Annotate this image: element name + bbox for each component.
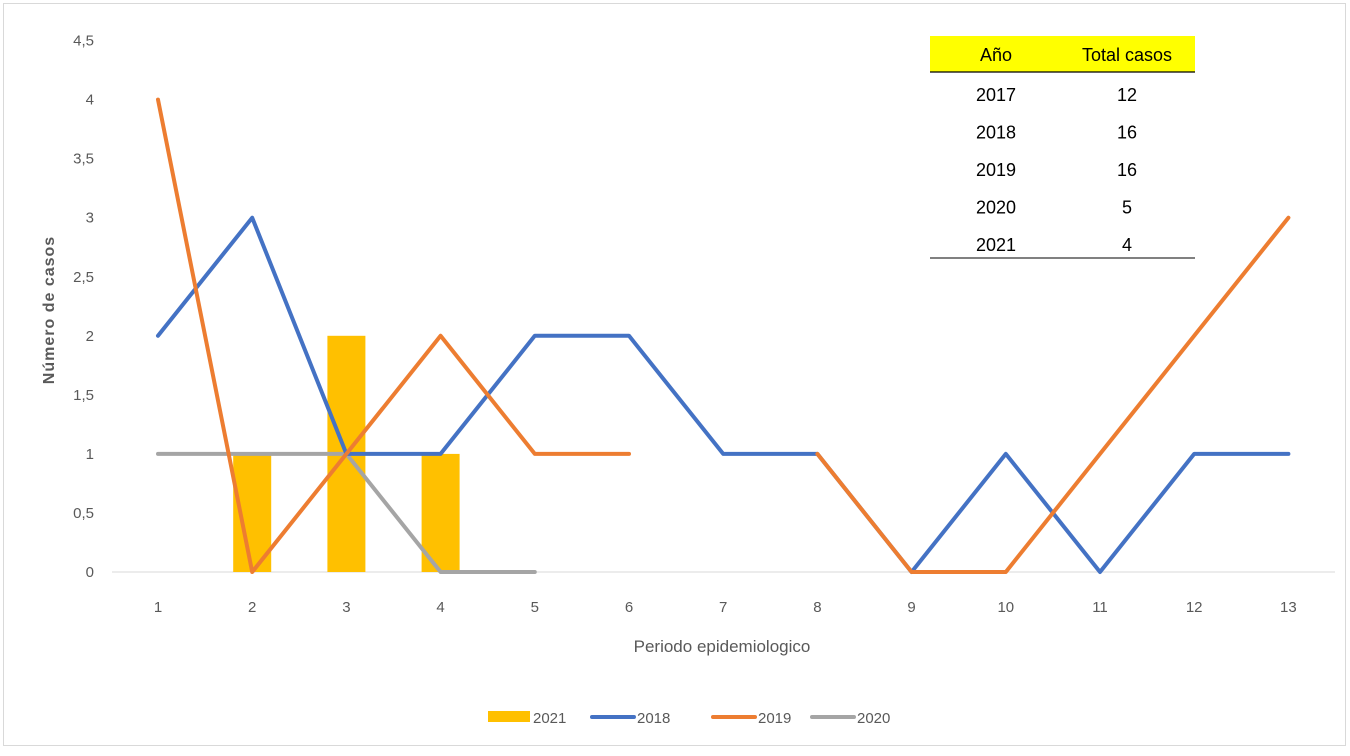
x-tick-label: 7 [719,599,727,616]
legend-label: 2018 [637,710,670,727]
table-cell-year: 2018 [976,123,1016,143]
axes: 00,511,522,533,544,51 2 3 4 5 6 7 8 9 10 11 12 13 [73,33,1335,616]
y-tick-label: 1,5 [73,387,94,404]
x-tick-label: 11 [1092,599,1108,616]
y-tick-label: 4 [86,92,94,109]
y-tick-label: 3,5 [73,151,94,168]
table-cell-year: 2020 [976,198,1016,218]
table-cell-total: 12 [1117,85,1137,105]
x-tick-label: 1 [154,599,162,616]
y-tick-label: 0 [86,564,94,581]
totals-table: Año Total casos 2017 12 2018 16 2019 16 2020 5 202… [930,36,1195,259]
legend-label: 2019 [758,710,791,727]
x-tick-label: 4 [436,599,444,616]
x-axis-title: Periodo epidemiologico [634,637,811,656]
legend-label: 2021 [533,710,566,727]
bar-2021 [421,453,460,572]
line-series-2019 [156,97,631,574]
chart-frame [3,3,1346,746]
table-cell-total: 16 [1117,160,1137,180]
table-header-bg [930,36,1195,72]
x-tick-label: 13 [1280,599,1297,616]
legend-swatch-2021 [488,711,530,722]
line-series-2019 [815,215,1291,574]
y-tick-label: 0,5 [73,505,94,522]
table-header-total: Total casos [1082,45,1172,65]
table-cell-year: 2017 [976,85,1016,105]
x-tick-label: 12 [1186,599,1203,616]
table-cell-year: 2021 [976,235,1016,255]
legend-label: 2020 [857,710,890,727]
legend: 2021 2018 2019 2020 [488,710,890,727]
table-cell-year: 2019 [976,160,1016,180]
table-cell-total: 16 [1117,123,1137,143]
x-tick-label: 9 [907,599,915,616]
x-tick-label: 3 [342,599,350,616]
table-cell-total: 4 [1122,235,1132,255]
x-tick-label: 6 [625,599,633,616]
x-tick-label: 10 [997,599,1014,616]
lines [156,97,1291,574]
y-tick-label: 1 [86,446,94,463]
y-tick-label: 3 [86,210,94,227]
y-tick-label: 2,5 [73,269,94,286]
x-tick-label: 8 [813,599,821,616]
y-tick-label: 4,5 [73,33,94,50]
y-axis-title: Número de casos [41,236,58,384]
y-tick-label: 2 [86,328,94,345]
table-cell-total: 5 [1122,198,1132,218]
table-header-year: Año [980,45,1012,65]
x-tick-label: 5 [531,599,539,616]
x-tick-label: 2 [248,599,256,616]
